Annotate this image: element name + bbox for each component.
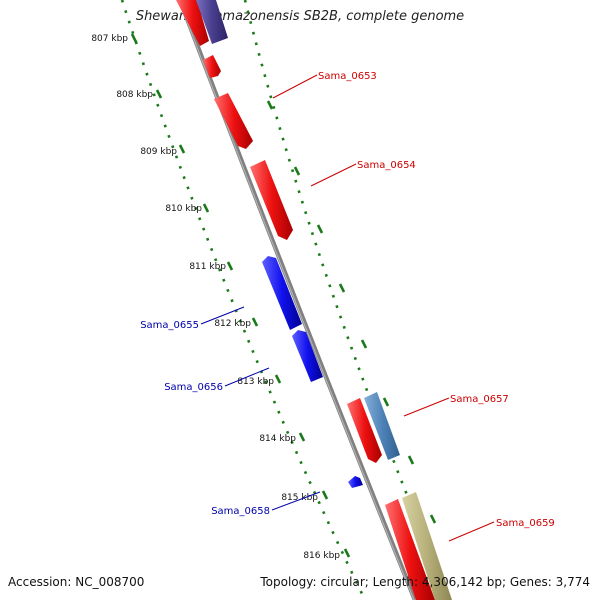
- gene-label-sama-0656[interactable]: Sama_0656: [164, 382, 223, 393]
- topology-text: Topology: circular; Length: 4,306,142 bp…: [260, 575, 590, 589]
- kbp-label-816: 816 kbp: [303, 551, 340, 561]
- kbp-label-810: 810 kbp: [165, 204, 202, 214]
- kbp-label-812: 812 kbp: [214, 319, 251, 329]
- leader-sama-0654: [310, 163, 357, 187]
- kbp-label-815: 815 kbp: [281, 493, 318, 503]
- gene-arrow-sama-0654: [250, 160, 293, 240]
- inner-major-ticks: [130, 33, 351, 558]
- kbp-label-813: 813 kbp: [237, 377, 274, 387]
- leader-sama-0657: [403, 397, 450, 417]
- inner-tick-track: [120, 0, 367, 600]
- gene-arrow-small: [203, 55, 221, 78]
- gene-label-sama-0659[interactable]: Sama_0659: [496, 518, 555, 529]
- kbp-label-814: 814 kbp: [259, 434, 296, 444]
- kbp-label-809: 809 kbp: [140, 147, 177, 157]
- outer-major-ticks: [266, 100, 437, 524]
- gene-label-sama-0657[interactable]: Sama_0657: [450, 394, 509, 405]
- gene-arrow-sama-0657: [347, 398, 382, 463]
- leader-sama-0656: [224, 367, 270, 387]
- genome-backbone: [177, 0, 418, 600]
- leader-sama-0659: [448, 521, 495, 542]
- accession-text: Accession: NC_008700: [8, 575, 145, 589]
- kbp-label-807: 807 kbp: [91, 34, 128, 44]
- leader-sama-0653: [272, 74, 318, 99]
- gene-arrow-sama-0658: [348, 476, 363, 488]
- gene-label-sama-0655[interactable]: Sama_0655: [140, 320, 199, 331]
- gene-arrow-sama-0655: [262, 256, 302, 330]
- kbp-label-811: 811 kbp: [189, 262, 226, 272]
- backbone-highlight: [178, 0, 415, 600]
- gene-label-sama-0658[interactable]: Sama_0658: [211, 506, 270, 517]
- gene-arrow-sama-0659: [385, 499, 435, 600]
- gene-label-sama-0654[interactable]: Sama_0654: [357, 160, 416, 171]
- gene-label-sama-0653[interactable]: Sama_0653: [318, 71, 377, 82]
- gene-arrow-top-partial: [176, 0, 209, 46]
- feature-navy-top: [196, 0, 228, 44]
- gene-arrow-sama-0656: [292, 330, 323, 382]
- leader-sama-0658: [271, 491, 321, 511]
- feature-khaki-0659: [402, 492, 452, 600]
- gene-arrow-sama-0653: [214, 93, 253, 149]
- kbp-label-808: 808 kbp: [116, 90, 153, 100]
- leader-sama-0655: [200, 306, 245, 325]
- feature-steelblue-0657: [364, 392, 400, 460]
